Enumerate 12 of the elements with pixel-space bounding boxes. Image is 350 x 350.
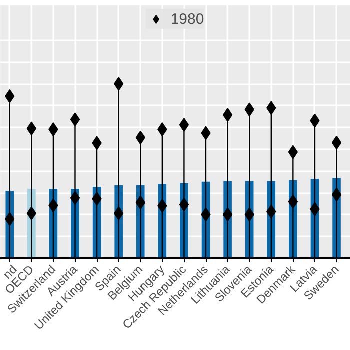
point [92,192,102,206]
point [70,191,80,206]
point [332,188,342,202]
legend-label: 1980 [170,10,204,28]
point [288,145,298,160]
point [332,136,342,150]
point [179,118,190,132]
point [222,108,233,122]
point [222,208,233,222]
point [70,112,80,127]
point [179,198,190,212]
point [288,194,298,209]
